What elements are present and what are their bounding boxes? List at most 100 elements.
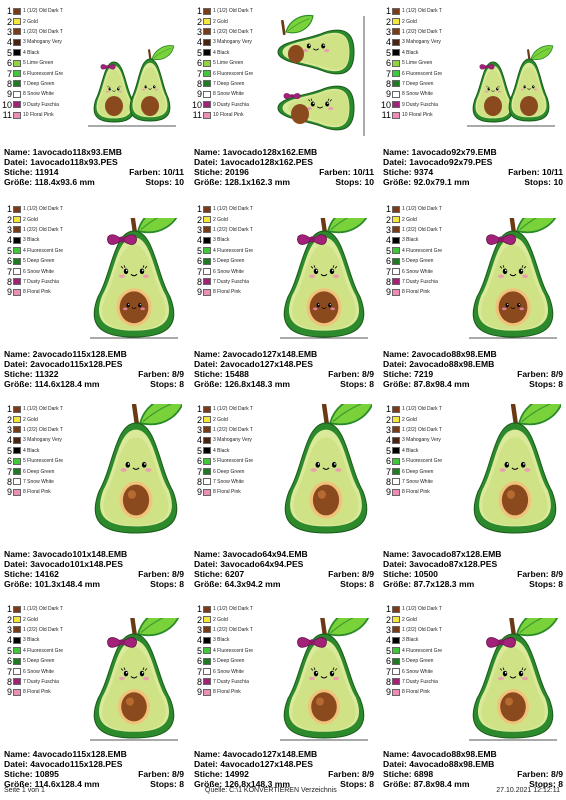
bow-icon (479, 64, 495, 70)
thread-name: 8 Snow White (213, 91, 244, 98)
thread-name: 6 Snow White (213, 268, 244, 275)
thread-number: 3 (196, 424, 202, 435)
name-label: Name: (4, 349, 31, 359)
face-icon (499, 461, 531, 472)
thread-name: 1 (2/2) Old Dark T (402, 226, 442, 233)
thread-row: 2 2 Gold (192, 414, 253, 425)
avocado-icon (284, 394, 376, 534)
thread-name: 2 Gold (23, 616, 38, 623)
thread-row: 1 1 (1/2) Old Dark T (2, 604, 63, 614)
thread-row: 6 5 Deep Green (192, 656, 253, 666)
color-swatch (13, 59, 21, 67)
color-swatch (392, 28, 400, 36)
design-name: 2avocado127x148.EMB (222, 349, 318, 359)
color-count: 8/9 (362, 769, 374, 779)
color-swatch (13, 49, 21, 57)
design-size: 87.8x98.4 mm (413, 779, 470, 789)
color-swatch (392, 278, 400, 286)
color-swatch (13, 216, 21, 224)
thread-number: 4 (196, 37, 202, 48)
color-swatch (203, 657, 211, 665)
face-icon (302, 43, 330, 53)
embroidery-preview (88, 203, 183, 353)
thread-name: 5 Lime Green (402, 60, 433, 67)
thread-number: 2 (196, 16, 202, 27)
design-size: 126.8x148.3 mm (224, 779, 291, 789)
thread-row: 3 1 (2/2) Old Dark T (2, 625, 63, 635)
thread-name: 7 Snow White (213, 478, 244, 485)
color-swatch (392, 49, 400, 57)
thread-name: 2 Gold (213, 416, 228, 423)
thread-name: 7 Snow White (23, 478, 54, 485)
thread-number: 9 (385, 89, 391, 100)
stops-label: Stops: (340, 579, 367, 589)
thread-row: 1 1 (1/2) Old Dark T (381, 404, 442, 414)
stitches-label: Stiche: (383, 769, 412, 779)
face-icon (119, 265, 149, 279)
bow-icon (297, 234, 327, 245)
design-info: Name: 1avocado118x93.EMB Datei: 1avocado1… (4, 147, 184, 187)
stop-count: 8 (179, 579, 184, 589)
embroidery-preview (280, 394, 376, 549)
leaf-icon (508, 203, 562, 237)
thread-row: 9 8 Floral Pink (192, 487, 253, 497)
thread-name: 5 Fluorescent Gre (213, 458, 254, 465)
thread-number: 4 (6, 635, 12, 646)
file-label: Datei: (4, 559, 28, 569)
color-swatch (203, 436, 211, 444)
thread-color-list: 1 1 (1/2) Old Dark T 2 2 Gold 3 1 (2/2) Old D… (2, 404, 63, 498)
design-card: 1 1 (1/2) Old Dark T 2 2 Gold 3 1 (2/2) Old D… (379, 394, 566, 594)
thread-number: 2 (385, 214, 391, 225)
stop-count: 8 (558, 579, 563, 589)
thread-number: 8 (196, 276, 202, 287)
colors-label: Farben: (129, 167, 161, 177)
thread-number: 4 (385, 37, 391, 48)
colors-label: Farben: (517, 769, 549, 779)
color-swatch (203, 278, 211, 286)
thread-name: 4 Black (402, 49, 419, 56)
bow-icon (100, 64, 116, 70)
thread-name: 2 Gold (23, 216, 38, 223)
color-swatch (13, 101, 21, 109)
color-swatch (392, 216, 400, 224)
color-swatch (203, 668, 211, 676)
thread-row: 1 1 (1/2) Old Dark T (192, 204, 253, 214)
thread-name: 4 Fluorescent Gre (213, 247, 254, 254)
design-size: 118.4x93.6 mm (34, 177, 95, 187)
color-swatch (392, 288, 400, 296)
color-swatch (203, 468, 211, 476)
design-name: 3avocado87x128.EMB (411, 549, 502, 559)
color-swatch (13, 447, 21, 455)
color-swatch (203, 447, 211, 455)
thread-number: 5 (6, 645, 12, 656)
color-swatch (203, 7, 211, 15)
colors-label: Farben: (138, 569, 170, 579)
thread-name: 5 Deep Green (402, 658, 434, 665)
thread-number: 1 (196, 6, 202, 17)
embroidery-preview (90, 394, 186, 549)
face-icon (123, 303, 145, 311)
color-swatch (13, 7, 21, 15)
leaf-icon (321, 394, 376, 429)
thread-number: 8 (196, 476, 202, 487)
stops-label: Stops: (529, 379, 556, 389)
colors-label: Farben: (508, 167, 540, 177)
leaf-icon (319, 606, 373, 640)
color-swatch (13, 70, 21, 78)
color-swatch (13, 626, 21, 634)
file-label: Datei: (194, 559, 218, 569)
thread-row: 7 6 Snow White (192, 666, 253, 677)
thread-row: 1 1 (1/2) Old Dark T (381, 204, 442, 214)
thread-name: 3 Black (213, 237, 230, 244)
color-swatch (13, 647, 21, 655)
stitches-label: Stiche: (383, 369, 412, 379)
embroidery-preview (467, 606, 562, 753)
thread-name: 1 (2/2) Old Dark T (23, 626, 63, 633)
thread-row: 4 3 Black (192, 235, 253, 245)
thread-row: 1 1 (1/2) Old Dark T (192, 6, 253, 16)
design-name: 1avocado128x162.EMB (222, 147, 318, 157)
stitches-label: Stiche: (383, 569, 412, 579)
color-swatch (203, 111, 211, 119)
thread-name: 3 Black (23, 637, 40, 644)
thread-name: 2 Gold (213, 18, 228, 25)
